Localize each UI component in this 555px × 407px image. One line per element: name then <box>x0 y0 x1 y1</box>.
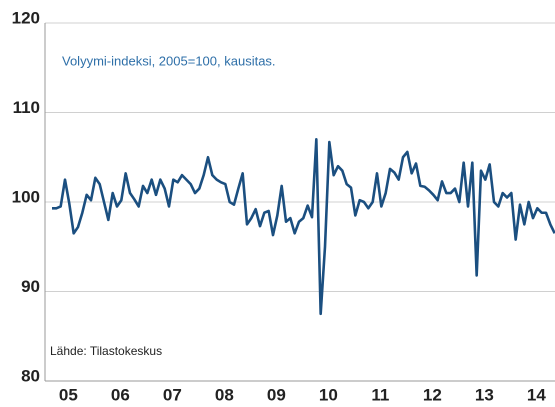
x-tick-label: 12 <box>423 385 442 404</box>
x-tick-label: 13 <box>475 385 494 404</box>
source-note: Lähde: Tilastokeskus <box>50 344 162 358</box>
x-tick-label: 10 <box>319 385 338 404</box>
y-tick-label: 100 <box>12 187 40 206</box>
y-tick-label: 80 <box>21 366 40 385</box>
annotation: Volyymi-indeksi, 2005=100, kausitas. <box>62 53 276 68</box>
x-tick-label: 11 <box>371 385 389 404</box>
x-tick-label: 08 <box>215 385 234 404</box>
y-tick-label: 90 <box>21 277 40 296</box>
x-tick-label: 06 <box>111 385 130 404</box>
x-tick-label: 05 <box>59 385 78 404</box>
y-tick-label: 110 <box>13 98 40 117</box>
data-line <box>52 138 555 316</box>
x-tick-label: 09 <box>267 385 286 404</box>
x-tick-label: 14 <box>527 385 546 404</box>
y-tick-label: 120 <box>12 8 40 27</box>
x-tick-label: 07 <box>163 385 182 404</box>
